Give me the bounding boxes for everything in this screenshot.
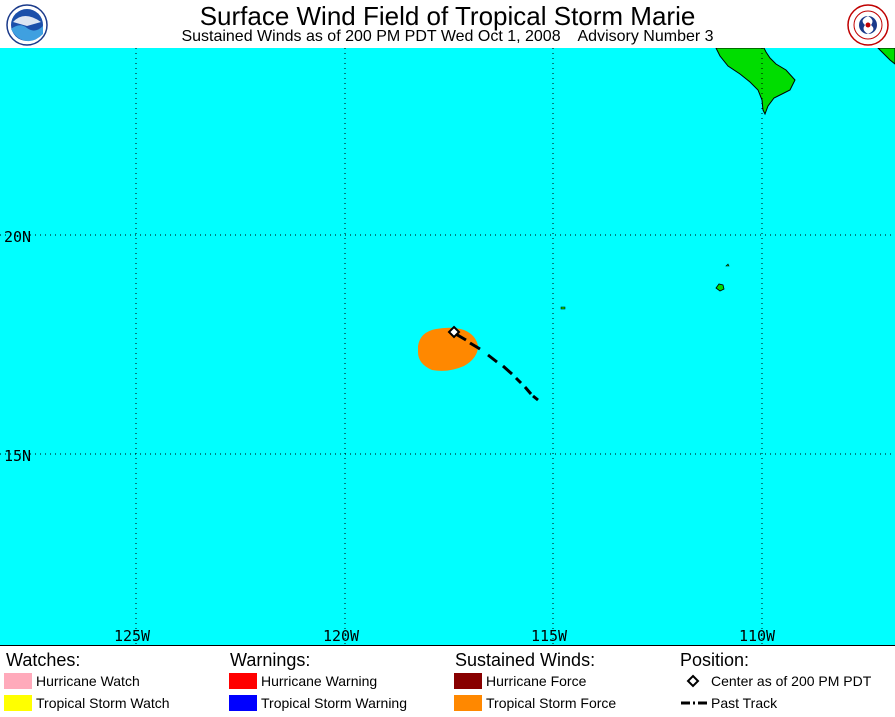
legend-warnings-heading: Warnings: — [230, 650, 311, 670]
legend-position-heading: Position: — [680, 650, 750, 670]
lon-label-120w: 120W — [323, 627, 360, 645]
longitude-labels: 125W 120W 115W 110W — [114, 627, 776, 645]
dashed-line-icon — [681, 701, 707, 705]
wind-field-map: 20N 15N 125W 120W 115W 110W — [0, 48, 895, 645]
legend-watches-heading: Watches: — [6, 650, 81, 670]
land-baja-california — [715, 48, 895, 116]
graticule — [0, 48, 895, 645]
map-header: Surface Wind Field of Tropical Storm Mar… — [0, 0, 895, 48]
tropical-storm-force-swatch — [454, 695, 482, 711]
land-islands — [560, 263, 730, 310]
lon-label-115w: 115W — [531, 627, 568, 645]
lat-label-15n: 15N — [4, 447, 31, 465]
hurricane-warning-swatch — [229, 673, 257, 689]
past-track — [453, 331, 539, 402]
noaa-logo — [6, 4, 48, 46]
lon-label-125w: 125W — [114, 627, 151, 645]
diamond-icon — [686, 674, 700, 688]
lat-label-20n: 20N — [4, 228, 31, 246]
hurricane-watch-swatch — [4, 673, 32, 689]
page-title: Surface Wind Field of Tropical Storm Mar… — [199, 1, 696, 31]
legend-winds-heading: Sustained Winds: — [455, 650, 596, 670]
page-subtitle: Sustained Winds as of 200 PM PDT Wed Oct… — [181, 28, 714, 45]
storm-center-diamond — [447, 325, 461, 339]
tropical-storm-watch-swatch — [4, 695, 32, 711]
map-legend: Watches: Hurricane Watch Tropical Storm … — [0, 645, 895, 717]
tropical-storm-warning-swatch — [229, 695, 257, 711]
latitude-labels: 20N 15N — [4, 228, 31, 465]
hurricane-force-swatch — [454, 673, 482, 689]
lon-label-110w: 110W — [739, 627, 776, 645]
national-weather-service-logo — [847, 4, 889, 46]
